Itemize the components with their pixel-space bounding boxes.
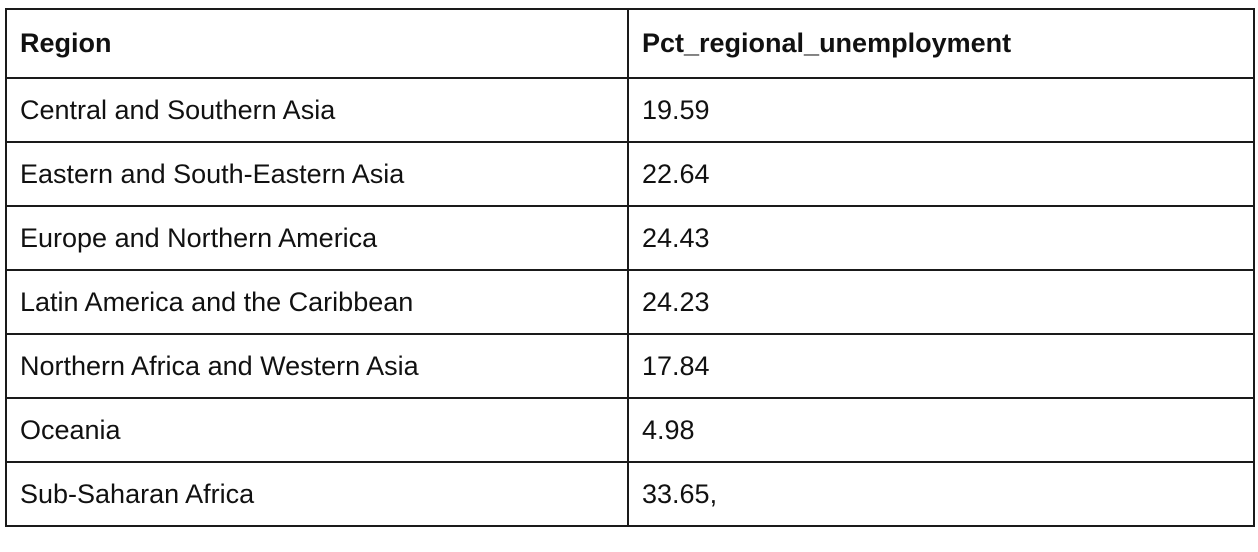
value-cell: 4.98 (627, 397, 1255, 463)
table-header: Region Pct_regional_unemployment (5, 8, 1255, 79)
table-row: Eastern and South-Eastern Asia 22.64 (5, 141, 1255, 207)
region-cell: Central and Southern Asia (5, 77, 629, 143)
region-cell: Northern Africa and Western Asia (5, 333, 629, 399)
value-cell: 22.64 (627, 141, 1255, 207)
region-cell: Latin America and the Caribbean (5, 269, 629, 335)
header-row: Region Pct_regional_unemployment (5, 8, 1255, 79)
region-cell: Europe and Northern America (5, 205, 629, 271)
value-cell: 17.84 (627, 333, 1255, 399)
table-row: Northern Africa and Western Asia 17.84 (5, 333, 1255, 399)
table-row: Oceania 4.98 (5, 397, 1255, 463)
region-cell: Oceania (5, 397, 629, 463)
column-header-pct-regional-unemployment: Pct_regional_unemployment (627, 8, 1255, 79)
column-header-region: Region (5, 8, 629, 79)
table-body: Central and Southern Asia 19.59 Eastern … (5, 77, 1255, 527)
value-cell: 33.65, (627, 461, 1255, 527)
table-row: Sub-Saharan Africa 33.65, (5, 461, 1255, 527)
region-cell: Sub-Saharan Africa (5, 461, 629, 527)
data-table-container: Region Pct_regional_unemployment Central… (5, 8, 1255, 527)
value-cell: 19.59 (627, 77, 1255, 143)
table-row: Central and Southern Asia 19.59 (5, 77, 1255, 143)
value-cell: 24.23 (627, 269, 1255, 335)
table-row: Europe and Northern America 24.43 (5, 205, 1255, 271)
regional-unemployment-table: Region Pct_regional_unemployment Central… (5, 8, 1255, 527)
table-row: Latin America and the Caribbean 24.23 (5, 269, 1255, 335)
value-cell: 24.43 (627, 205, 1255, 271)
region-cell: Eastern and South-Eastern Asia (5, 141, 629, 207)
